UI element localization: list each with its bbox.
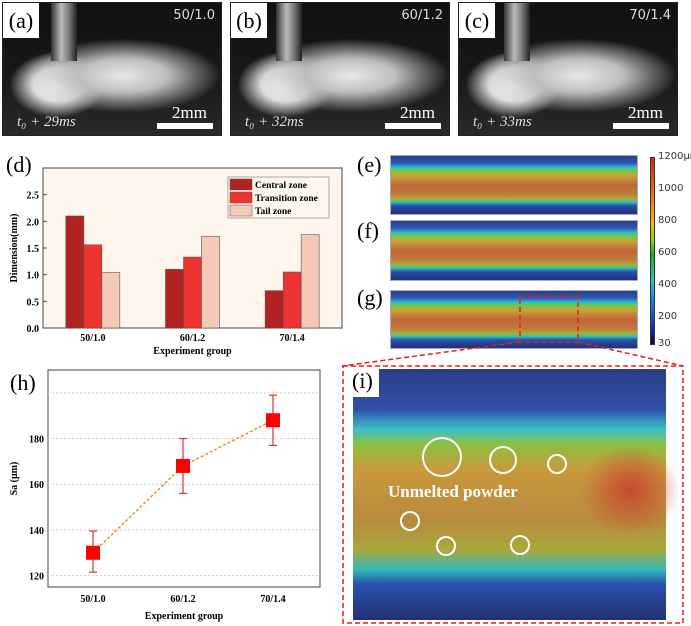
hot-region: [580, 445, 680, 535]
y-tick-label: 0.0: [27, 324, 40, 335]
data-point: [176, 458, 190, 473]
bar: [300, 234, 320, 329]
y-tick-label: 2.5: [27, 191, 40, 202]
x-tick-label: 50/1.0: [80, 594, 105, 605]
y-tick-label: 1.5: [27, 244, 40, 255]
connector-line: [341, 341, 521, 367]
scale-bar: [385, 123, 441, 129]
photo-b: (b) 60/1.2 t₀ + 32ms 2mm: [230, 2, 450, 136]
label-box: [353, 369, 379, 397]
powder-circle: [400, 511, 420, 531]
y-tick-label: 0.5: [27, 297, 40, 308]
legend-swatch: [229, 191, 253, 204]
unmelted-powder-annotation: Unmelted powder: [388, 482, 518, 501]
surface-map-g: [390, 290, 638, 349]
time-label: t₀ + 29ms: [17, 114, 76, 130]
colorbar-tick: 800: [658, 215, 678, 226]
panel-label-d: (d): [6, 152, 32, 177]
panel-label: (c): [459, 3, 495, 38]
colorbar-tick: 1000: [658, 183, 684, 194]
panel-label-e: (e): [357, 152, 382, 177]
time-label: t₀ + 32ms: [245, 114, 304, 130]
powder-circle: [422, 437, 462, 477]
x-tick-label: 60/1.2: [180, 333, 205, 344]
y-axis-label: Dimension(mm): [9, 214, 20, 283]
colorbar-tick: 1200μm: [658, 151, 691, 162]
connector-line: [577, 341, 684, 367]
powder-circles: [400, 437, 567, 556]
panel-label: (b): [231, 3, 267, 38]
x-axis-label: Experiment group: [145, 611, 224, 622]
line-chart: 120 140 160 180 50/1.0 60/1.2 70/1.4 Experiment…: [9, 369, 321, 622]
scale-label: 2mm: [628, 103, 663, 122]
y-tick-label: 180: [29, 435, 44, 446]
panel-label-h: (h): [10, 370, 36, 395]
surface-map-e: [390, 155, 638, 215]
scale-label: 2mm: [400, 103, 435, 122]
data-point: [266, 413, 280, 428]
time-label: t₀ + 33ms: [473, 114, 532, 130]
panel-label-f: (f): [357, 218, 379, 243]
condition-label: 60/1.2: [401, 8, 443, 23]
powder-circle: [510, 535, 530, 555]
panel-label-g: (g): [357, 285, 383, 310]
y-tick-label: 160: [29, 480, 44, 491]
legend-swatch: [229, 204, 253, 217]
colorbar-tick: 400: [658, 279, 678, 290]
x-tick-label: 70/1.4: [260, 594, 285, 605]
colorbar-tick: 600: [658, 247, 678, 258]
zoom-region-box: [519, 295, 579, 343]
colorbar-tick: 200: [658, 311, 678, 322]
legend-label: Tail zone: [255, 207, 291, 217]
bar: [101, 272, 121, 329]
photo-c: (c) 70/1.4 t₀ + 33ms 2mm: [458, 2, 678, 136]
legend-label: Transition zone: [255, 194, 318, 204]
legend-swatch: [229, 178, 253, 191]
condition-label: 70/1.4: [629, 8, 671, 23]
nozzle: [504, 3, 530, 61]
bar: [201, 235, 220, 329]
nozzle: [276, 3, 302, 61]
bar-chart: 0.0 0.5 1.0 1.5 2.0 2.5 50/1.0 60/1.2 70/1.4 Expe…: [9, 167, 343, 357]
legend-label: Central zone: [255, 181, 307, 191]
x-tick-label: 70/1.4: [280, 333, 305, 344]
photo-a: (a) 50/1.0 t₀ + 29ms 2mm: [2, 2, 222, 136]
condition-label: 50/1.0: [173, 8, 215, 23]
colorbar: [650, 157, 655, 345]
x-tick-label: 50/1.0: [80, 333, 105, 344]
panel-label: (a): [3, 3, 39, 38]
y-tick-label: 120: [29, 572, 44, 583]
scale-bar: [157, 123, 213, 129]
y-tick-label: 140: [29, 526, 44, 537]
panel-label-i: (i): [352, 368, 373, 393]
nozzle: [51, 3, 77, 61]
x-axis-label: Experiment group: [153, 346, 232, 357]
y-tick-label: 1.0: [27, 271, 40, 282]
scale-bar: [613, 123, 669, 129]
inset-frame: [342, 365, 684, 624]
surface-map-f: [390, 220, 638, 281]
scale-label: 2mm: [172, 103, 207, 122]
powder-circle: [436, 536, 456, 556]
x-tick-label: 60/1.2: [170, 594, 195, 605]
data-point: [86, 545, 100, 560]
colorbar-tick: 30: [658, 338, 671, 349]
powder-circle: [489, 446, 517, 474]
y-tick-label: 2.0: [27, 217, 40, 228]
powder-circle: [547, 454, 567, 474]
y-axis-label: Sa (μm): [9, 462, 20, 496]
